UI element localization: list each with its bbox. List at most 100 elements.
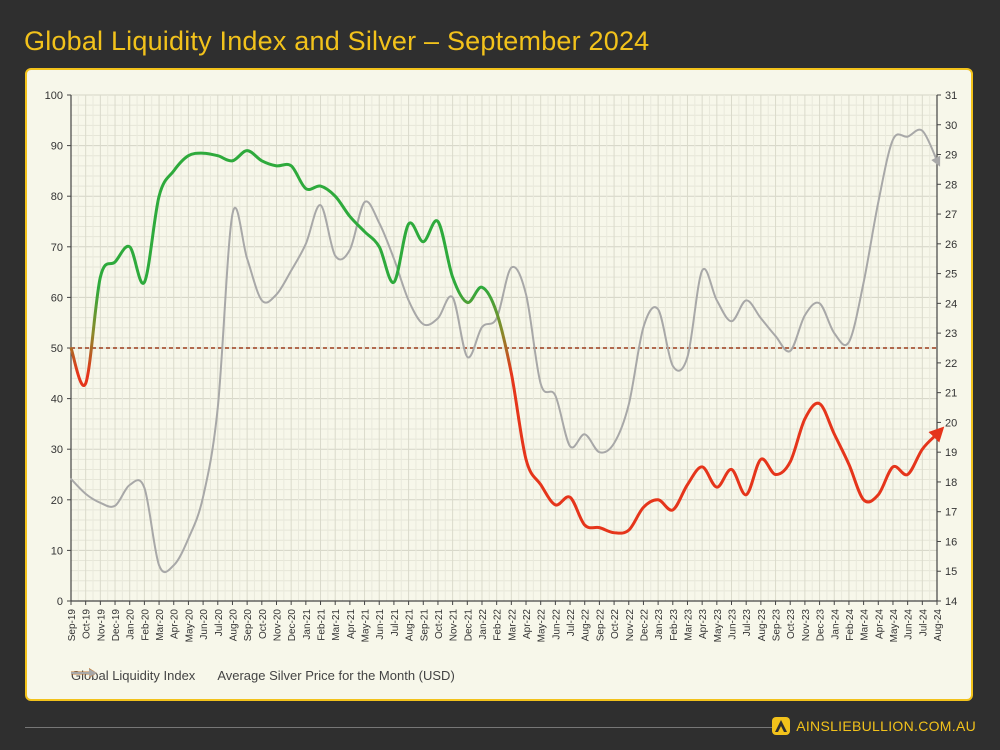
x-tick-label: Jun-24 bbox=[904, 609, 915, 640]
data-point-gli bbox=[642, 506, 645, 509]
x-tick-label: Aug-22 bbox=[581, 609, 592, 642]
x-tick-label: Mar-20 bbox=[155, 609, 166, 641]
data-point-silver bbox=[730, 320, 733, 323]
x-tick-label: Dec-19 bbox=[111, 609, 122, 642]
data-point-silver bbox=[172, 564, 175, 567]
y-right-tick-label: 27 bbox=[945, 209, 957, 221]
data-point-gli bbox=[495, 311, 498, 314]
data-point-silver bbox=[305, 243, 307, 245]
x-tick-label: Sep-22 bbox=[595, 609, 606, 642]
data-point-silver bbox=[349, 248, 351, 251]
series-line-silver bbox=[70, 128, 941, 574]
data-point-silver bbox=[290, 269, 292, 272]
data-point-silver bbox=[642, 326, 645, 328]
data-point-gli bbox=[70, 347, 72, 349]
data-point-gli bbox=[818, 402, 821, 405]
data-point-gli bbox=[554, 503, 557, 506]
x-tick-label: Jun-21 bbox=[375, 609, 386, 640]
data-point-gli bbox=[114, 260, 117, 263]
x-tick-label: Dec-20 bbox=[287, 609, 298, 642]
data-point-silver bbox=[363, 201, 366, 203]
y-right-tick-label: 22 bbox=[945, 358, 957, 370]
data-point-silver bbox=[143, 487, 146, 489]
x-tick-label: Feb-20 bbox=[140, 609, 151, 641]
x-tick-label: Jul-23 bbox=[742, 609, 753, 637]
x-tick-label: Mar-21 bbox=[331, 609, 342, 641]
data-point-silver bbox=[583, 433, 586, 436]
legend-item-silver[interactable]: Average Silver Price for the Month (USD) bbox=[71, 668, 455, 683]
x-tick-label: Aug-23 bbox=[757, 609, 768, 642]
page-title: Global Liquidity Index and Silver – Sept… bbox=[24, 26, 650, 56]
data-point-silver bbox=[128, 484, 131, 486]
data-point-silver bbox=[510, 266, 513, 269]
x-tick-label: May-23 bbox=[713, 609, 724, 643]
data-point-silver bbox=[671, 365, 674, 367]
data-point-silver bbox=[569, 445, 571, 448]
x-tick-label: Apr-23 bbox=[698, 609, 709, 639]
y-left-tick-label: 90 bbox=[51, 141, 63, 153]
data-point-gli bbox=[833, 433, 836, 436]
data-point-gli bbox=[436, 220, 439, 223]
y-right-tick-label: 29 bbox=[945, 150, 957, 162]
data-point-gli bbox=[260, 159, 263, 162]
data-point-silver bbox=[892, 138, 894, 141]
legend-arrow-silver-icon bbox=[71, 669, 97, 677]
y-left-tick-label: 60 bbox=[51, 292, 63, 304]
data-point-gli bbox=[363, 230, 366, 233]
x-tick-label: Sep-20 bbox=[243, 609, 254, 642]
x-tick-label: Feb-22 bbox=[493, 609, 504, 641]
x-tick-label: Jul-22 bbox=[566, 609, 577, 637]
data-point-silver bbox=[70, 478, 72, 480]
x-tick-label: Jul-21 bbox=[390, 609, 401, 637]
y-right-tick-label: 19 bbox=[945, 447, 957, 459]
data-point-gli bbox=[803, 417, 806, 420]
y-right-tick-label: 20 bbox=[945, 417, 957, 429]
data-point-gli bbox=[921, 448, 924, 451]
x-tick-label: Jul-20 bbox=[214, 609, 225, 637]
data-point-gli bbox=[319, 185, 322, 188]
data-point-gli bbox=[84, 382, 87, 385]
data-point-silver bbox=[906, 135, 909, 138]
data-point-gli bbox=[275, 164, 278, 167]
data-point-silver bbox=[627, 403, 630, 406]
y-right-tick-label: 26 bbox=[945, 239, 957, 251]
x-tick-label: Apr-21 bbox=[346, 609, 357, 639]
data-point-silver bbox=[539, 382, 542, 385]
data-point-silver bbox=[716, 299, 718, 302]
data-point-gli bbox=[891, 465, 894, 468]
data-point-silver bbox=[451, 296, 454, 299]
brand[interactable]: AINSLIEBULLION.COM.AU bbox=[772, 717, 976, 735]
data-point-gli bbox=[906, 473, 909, 476]
y-left-tick-label: 0 bbox=[57, 596, 63, 608]
x-tick-label: Oct-23 bbox=[786, 609, 797, 639]
x-tick-label: Mar-24 bbox=[860, 609, 871, 641]
data-point-silver bbox=[848, 341, 850, 343]
x-tick-label: Nov-22 bbox=[625, 609, 636, 642]
brand-text: AINSLIEBULLION.COM.AU bbox=[796, 718, 976, 734]
y-right-tick-label: 30 bbox=[945, 120, 957, 132]
x-tick-label: Feb-23 bbox=[669, 609, 680, 641]
data-point-silver bbox=[789, 350, 792, 352]
x-tick-label: Jul-24 bbox=[918, 609, 929, 637]
data-point-silver bbox=[158, 564, 160, 567]
y-right-tick-label: 17 bbox=[945, 507, 957, 519]
data-point-gli bbox=[348, 215, 351, 218]
data-point-gli bbox=[525, 458, 528, 461]
data-point-silver bbox=[686, 356, 689, 358]
y-left-tick-label: 20 bbox=[51, 495, 63, 507]
data-point-silver bbox=[393, 257, 395, 260]
footer-divider bbox=[25, 727, 785, 728]
data-point-silver bbox=[319, 204, 322, 206]
data-point-gli bbox=[451, 276, 454, 279]
y-right-tick-label: 23 bbox=[945, 328, 957, 340]
y-right-tick-label: 18 bbox=[945, 477, 957, 489]
data-point-silver bbox=[554, 394, 557, 397]
chart-panel: 0 10 20 30 40 50 60 70 80 90 100 14 15 16 17 18 19 20 21 22… bbox=[25, 68, 973, 701]
data-point-silver bbox=[246, 257, 248, 260]
data-point-gli bbox=[730, 468, 733, 471]
x-tick-label: Feb-21 bbox=[317, 609, 328, 641]
y-right-tick-label: 14 bbox=[945, 596, 957, 608]
data-point-gli bbox=[877, 493, 880, 496]
x-tick-label: Nov-20 bbox=[272, 609, 283, 642]
data-point-silver bbox=[84, 493, 87, 495]
